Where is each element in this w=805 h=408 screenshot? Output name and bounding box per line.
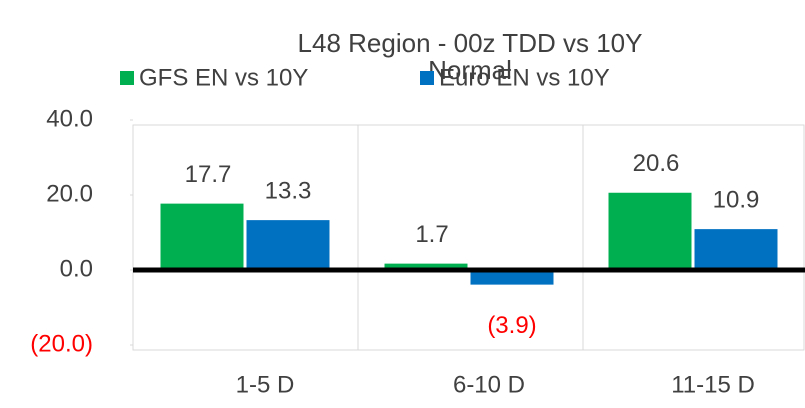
data-label: 20.6 — [633, 150, 680, 177]
y-tick-label: 0.0 — [60, 255, 93, 282]
data-label: 10.9 — [713, 186, 760, 213]
legend-label: GFS EN vs 10Y — [139, 64, 308, 91]
bar — [470, 270, 554, 285]
bar — [694, 229, 778, 270]
y-tick-label: (20.0) — [30, 330, 93, 357]
y-tick-label: 40.0 — [46, 105, 93, 132]
x-tick-label: 1-5 D — [236, 371, 295, 398]
x-tick-label: 11-15 D — [671, 371, 755, 398]
legend-swatch — [120, 71, 134, 85]
chart-title: L48 Region - 00z TDD vs 10Y Normal — [298, 28, 643, 85]
data-label: (3.9) — [487, 312, 536, 339]
bar — [246, 220, 330, 270]
legend-label: Euro EN vs 10Y — [439, 64, 610, 91]
bar — [384, 263, 468, 270]
plot-border — [132, 124, 805, 351]
data-label: 1.7 — [415, 221, 448, 248]
data-label: 13.3 — [265, 177, 312, 204]
data-label: 17.7 — [185, 161, 232, 188]
bar — [608, 192, 692, 270]
x-tick-label: 6-10 D — [453, 371, 525, 398]
bar — [160, 203, 244, 270]
y-tick-label: 20.0 — [46, 180, 93, 207]
legend-swatch — [420, 71, 434, 85]
